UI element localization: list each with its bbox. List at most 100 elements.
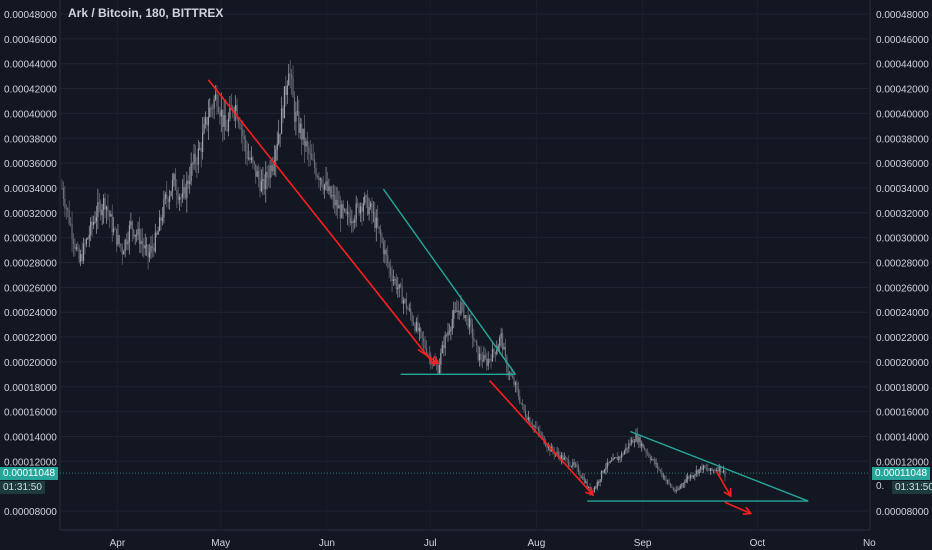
- y-tick-label-right: 0.00012000: [876, 457, 929, 468]
- candle-body: [612, 458, 614, 461]
- candle-body: [714, 470, 716, 471]
- candle-body: [266, 171, 268, 178]
- candle-body: [384, 249, 386, 254]
- downtrend-arrow-2-head: [585, 486, 595, 497]
- candle-body: [316, 176, 319, 178]
- candle-body: [249, 157, 251, 161]
- candle-body: [392, 279, 395, 281]
- candle-body: [127, 241, 129, 245]
- candle-body: [113, 228, 115, 233]
- candle-body: [118, 235, 120, 244]
- candle-body: [226, 130, 228, 132]
- candle-body: [265, 171, 267, 190]
- candle-body: [655, 463, 657, 465]
- y-tick-label-right: 0.00042000: [876, 85, 929, 96]
- candle-body: [345, 209, 347, 214]
- candle-body: [556, 452, 558, 454]
- candle-body: [721, 471, 723, 473]
- candle-body: [631, 439, 633, 444]
- candle-body: [240, 128, 242, 130]
- candle-body: [671, 486, 673, 488]
- candle-body: [318, 176, 320, 180]
- candle-body: [579, 473, 581, 477]
- candle-body: [143, 244, 145, 249]
- candle-body: [72, 239, 75, 245]
- x-tick-label: Apr: [110, 538, 126, 549]
- candle-body: [293, 97, 296, 122]
- candle-body: [382, 241, 385, 254]
- candle-body: [397, 287, 399, 290]
- candle-body: [580, 476, 583, 479]
- candle-body: [500, 333, 502, 338]
- candle-body: [466, 315, 468, 316]
- candle-body: [288, 73, 290, 86]
- candle-body: [381, 236, 383, 242]
- candle-body: [412, 321, 415, 325]
- candle-body: [445, 335, 448, 336]
- candle-body: [130, 221, 132, 226]
- candle-body: [437, 365, 439, 374]
- candle-body: [458, 310, 461, 314]
- y-tick-label-left: 0.00022000: [4, 333, 57, 344]
- candle-body: [408, 308, 410, 310]
- candle-body: [140, 240, 142, 245]
- y-tick-label-left: 0.00046000: [4, 35, 57, 46]
- candle-body: [328, 186, 330, 192]
- candle-body: [369, 203, 372, 208]
- candle-body: [279, 133, 281, 135]
- candle-body: [394, 279, 396, 281]
- candle-body: [573, 462, 575, 465]
- x-tick-label: May: [211, 538, 230, 549]
- candle-body: [150, 246, 152, 253]
- candle-body: [400, 284, 402, 287]
- candle-body: [204, 117, 207, 125]
- x-axis: Apr May Jun Jul Aug Sep Oct No: [110, 538, 877, 549]
- candle-body: [506, 356, 508, 373]
- candle-body: [678, 487, 680, 490]
- candle-body: [441, 345, 443, 353]
- candle-body: [173, 174, 175, 181]
- candle-body: [147, 245, 149, 258]
- candle-body: [209, 107, 211, 117]
- candle-body: [319, 178, 321, 180]
- candle-body: [598, 482, 600, 484]
- candle-body: [470, 318, 472, 325]
- candle-body: [349, 217, 352, 224]
- candle-body: [611, 460, 613, 462]
- candle-body: [107, 206, 109, 212]
- candle-body: [652, 459, 654, 461]
- candle-body: [544, 443, 547, 447]
- candle-body: [507, 372, 509, 374]
- candle-body: [560, 455, 562, 460]
- candle-body: [321, 178, 323, 185]
- candle-body: [509, 372, 511, 374]
- candle-body: [447, 331, 449, 336]
- candle-body: [71, 224, 73, 240]
- y-axis-left: 0.00048000 0.00046000 0.00044000 0.00042000…: [4, 10, 57, 518]
- chart-grid: [59, 0, 871, 531]
- candle-body: [516, 382, 518, 389]
- y-tick-label-right: 0.00038000: [876, 134, 929, 145]
- candle-body: [355, 203, 357, 220]
- candle-body: [540, 434, 542, 436]
- candle-body: [414, 324, 416, 331]
- y-tick-label-left: 0.00042000: [4, 85, 57, 96]
- candle-body: [346, 211, 349, 214]
- candle-body: [341, 204, 343, 218]
- candle-body: [511, 375, 514, 378]
- candle-body: [64, 198, 66, 209]
- target-arrow-3: [724, 501, 752, 515]
- candle-body: [296, 111, 298, 113]
- candle-body: [471, 324, 474, 339]
- candle-body: [687, 476, 689, 480]
- candle-body: [654, 459, 656, 464]
- candle-body: [724, 470, 726, 477]
- candle-body: [639, 437, 641, 447]
- candle-body: [123, 251, 125, 255]
- candle-body: [484, 355, 486, 359]
- candle-body: [600, 470, 603, 480]
- candle-body: [148, 252, 151, 258]
- candle-body: [216, 94, 218, 107]
- candle-body: [315, 167, 317, 177]
